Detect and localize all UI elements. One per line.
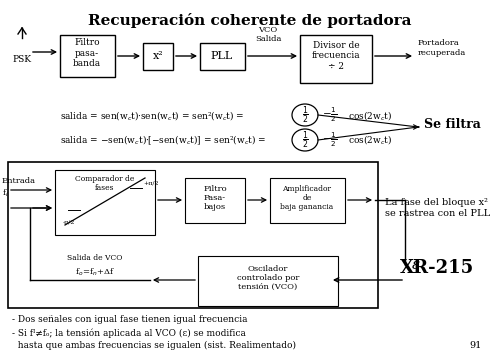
- Text: f$_o$=f$_n$+Δf: f$_o$=f$_n$+Δf: [75, 266, 115, 278]
- Text: La fase del bloque x²
se rastrea con el PLL: La fase del bloque x² se rastrea con el …: [385, 198, 490, 218]
- Text: -π/2: -π/2: [63, 220, 76, 225]
- Text: Filtro
Pasa-
bajos: Filtro Pasa- bajos: [203, 185, 227, 211]
- Text: Portadora
recuperada: Portadora recuperada: [418, 40, 466, 56]
- Ellipse shape: [292, 129, 318, 151]
- Bar: [300, 35, 372, 83]
- Bar: [60, 35, 115, 77]
- Text: - Dos señales con igual fase tienen igual frecuencia: - Dos señales con igual fase tienen igua…: [12, 316, 248, 324]
- Bar: [200, 43, 245, 70]
- Text: ε: ε: [412, 258, 420, 272]
- Bar: [185, 178, 245, 223]
- Text: Se filtra: Se filtra: [424, 118, 481, 131]
- Text: cos(2w$_c$t): cos(2w$_c$t): [348, 133, 393, 146]
- Text: Amplificador
de
baja ganancia: Amplificador de baja ganancia: [280, 185, 334, 211]
- Text: salida = $-$sen(w$_c$t)·[$-$sen(w$_c$t)] = sen²(w$_c$t) =: salida = $-$sen(w$_c$t)·[$-$sen(w$_c$t)]…: [60, 133, 266, 147]
- Text: $\frac{1}{2}$: $\frac{1}{2}$: [302, 104, 308, 126]
- Text: VCO
Salida: VCO Salida: [255, 26, 281, 43]
- Bar: [8, 162, 378, 308]
- Text: 91: 91: [470, 341, 482, 349]
- Ellipse shape: [292, 104, 318, 126]
- Text: $-\frac{1}{2}$: $-\frac{1}{2}$: [322, 131, 338, 149]
- Bar: [270, 178, 345, 223]
- Text: Entrada
f$_i$: Entrada f$_i$: [2, 178, 36, 198]
- Text: x²: x²: [152, 51, 164, 61]
- Text: Recuperación coherente de portadora: Recuperación coherente de portadora: [88, 13, 412, 28]
- Text: XR-215: XR-215: [400, 259, 474, 277]
- Text: salida = sen(w$_c$t)·sen(w$_c$t) = sen²(w$_c$t) =: salida = sen(w$_c$t)·sen(w$_c$t) = sen²(…: [60, 108, 244, 121]
- Text: PSK: PSK: [12, 55, 32, 65]
- Bar: [55, 170, 155, 235]
- Text: Divisor de
frecuencia
÷ 2: Divisor de frecuencia ÷ 2: [312, 41, 360, 71]
- Text: Filtro
pasa-
banda: Filtro pasa- banda: [73, 38, 101, 68]
- Bar: [143, 43, 173, 70]
- Text: Comparador de
fases: Comparador de fases: [76, 175, 134, 192]
- Text: PLL: PLL: [211, 51, 233, 61]
- Text: cos(2w$_c$t): cos(2w$_c$t): [348, 108, 393, 121]
- Bar: [198, 256, 338, 306]
- Text: Salida de VCO: Salida de VCO: [68, 254, 122, 262]
- Text: - Si fᴵ≠fₒ; la tensión aplicada al VCO (ε) se modifica: - Si fᴵ≠fₒ; la tensión aplicada al VCO (…: [12, 328, 246, 338]
- Text: $\frac{1}{2}$: $\frac{1}{2}$: [302, 129, 308, 151]
- Text: Oscilador
controlado por
tensión (VCO): Oscilador controlado por tensión (VCO): [237, 265, 299, 291]
- Text: hasta que ambas frecuencias se igualen (sist. Realimentado): hasta que ambas frecuencias se igualen (…: [12, 340, 296, 349]
- Text: $-\frac{1}{2}$: $-\frac{1}{2}$: [322, 106, 338, 124]
- Text: +π/2: +π/2: [143, 180, 158, 185]
